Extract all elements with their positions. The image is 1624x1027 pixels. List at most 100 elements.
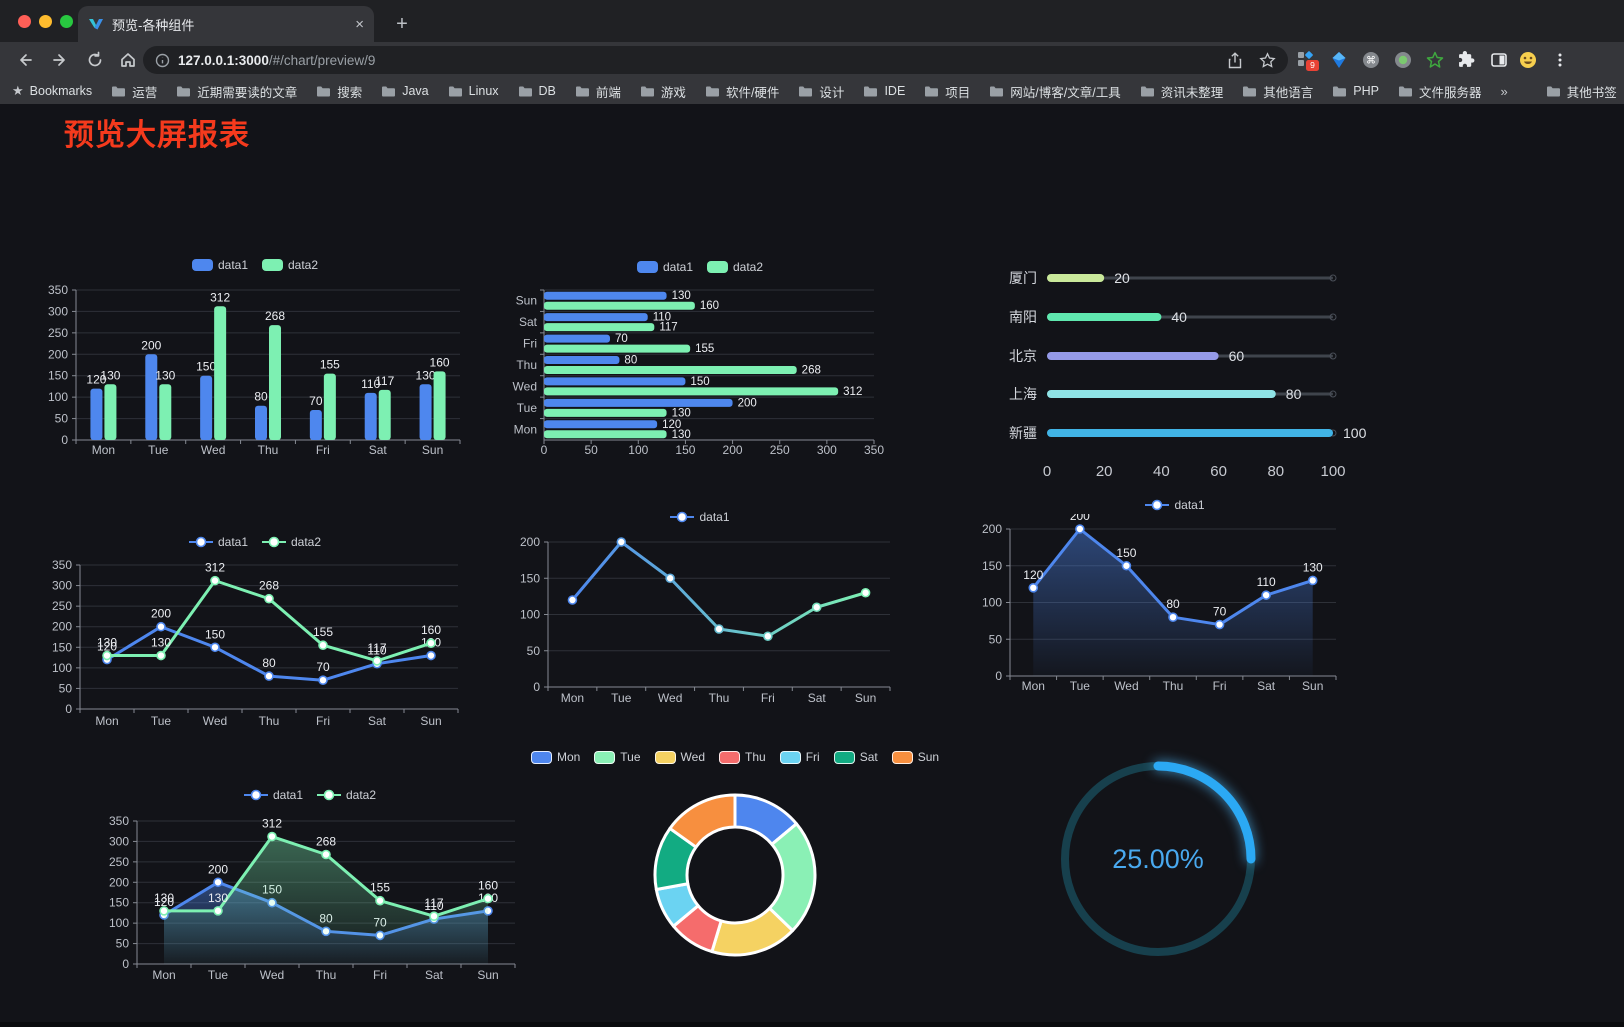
grid-extension-icon[interactable]: 9 bbox=[1297, 51, 1319, 71]
bookmark-star-icon[interactable] bbox=[1259, 51, 1276, 69]
green-star-extension-icon[interactable] bbox=[1426, 51, 1444, 69]
legend-swatch-icon bbox=[779, 750, 801, 764]
new-tab-button[interactable]: + bbox=[396, 12, 408, 35]
legend-item-data2[interactable]: data2 bbox=[707, 260, 763, 274]
legend-item-data1[interactable]: data1 bbox=[636, 260, 693, 274]
svg-text:150: 150 bbox=[109, 896, 129, 910]
svg-text:200: 200 bbox=[1070, 514, 1090, 523]
address-bar[interactable]: 127.0.0.1:3000/#/chart/preview/9 bbox=[143, 46, 1288, 74]
bookmark-item-DB[interactable]: DB bbox=[518, 84, 556, 98]
record-circle-extension-icon[interactable] bbox=[1394, 51, 1412, 69]
svg-text:Fri: Fri bbox=[523, 337, 537, 351]
minimize-window-button[interactable] bbox=[39, 15, 52, 28]
svg-text:Thu: Thu bbox=[709, 691, 730, 705]
legend-swatch-icon bbox=[833, 750, 855, 764]
svg-text:150: 150 bbox=[690, 376, 709, 388]
legend-item-Mon[interactable]: Mon bbox=[530, 750, 580, 764]
bookmark-item-游戏[interactable]: 游戏 bbox=[640, 82, 686, 101]
svg-text:70: 70 bbox=[615, 333, 628, 345]
legend-item-data1[interactable]: data1 bbox=[191, 258, 248, 272]
legend-swatch-icon bbox=[891, 750, 913, 764]
svg-text:300: 300 bbox=[48, 304, 68, 318]
legend-item-Tue[interactable]: Tue bbox=[594, 750, 641, 764]
forward-button[interactable] bbox=[43, 42, 77, 78]
svg-text:Wed: Wed bbox=[513, 379, 537, 393]
share-icon[interactable] bbox=[1227, 51, 1243, 69]
legend-label: data1 bbox=[662, 260, 693, 274]
legend-swatch-icon bbox=[191, 259, 213, 271]
legend-item-data2[interactable]: data2 bbox=[262, 258, 318, 272]
legend-item-data1[interactable]: data1 bbox=[188, 535, 248, 549]
site-info-icon[interactable] bbox=[155, 53, 170, 68]
legend-item-Wed[interactable]: Wed bbox=[654, 750, 705, 764]
legend-item-Fri[interactable]: Fri bbox=[779, 750, 820, 764]
bookmark-item-其他语言[interactable]: 其他语言 bbox=[1242, 82, 1313, 101]
svg-text:350: 350 bbox=[48, 283, 68, 297]
svg-text:268: 268 bbox=[802, 365, 821, 377]
bookmark-item-Linux[interactable]: Linux bbox=[448, 84, 499, 98]
legend-item-data1[interactable]: data1 bbox=[1145, 498, 1205, 512]
svg-text:130: 130 bbox=[97, 636, 117, 650]
line-chart-dual: data1 data2 0 50 100 150 200 250 300 350 Mon Tue Wed… bbox=[40, 529, 470, 741]
bookmark-label: 搜索 bbox=[337, 85, 363, 100]
zoom-window-button[interactable] bbox=[60, 15, 73, 28]
legend-label: data2 bbox=[291, 535, 322, 549]
bookmark-item-资讯未整理[interactable]: 资讯未整理 bbox=[1140, 82, 1224, 101]
side-panel-icon[interactable] bbox=[1490, 51, 1508, 69]
kebab-menu-icon[interactable] bbox=[1551, 51, 1569, 69]
svg-text:80: 80 bbox=[1267, 463, 1284, 480]
bookmarks-overflow-chevron[interactable]: » bbox=[1500, 83, 1508, 99]
bookmark-item-项目[interactable]: 项目 bbox=[924, 82, 970, 101]
svg-text:300: 300 bbox=[109, 834, 129, 848]
chart-canvas: 0 50 100 150 200 Mon Tue Wed Thu Fri Sat Sun bbox=[520, 535, 891, 705]
bookmark-item-PHP[interactable]: PHP bbox=[1332, 84, 1379, 98]
svg-text:50: 50 bbox=[55, 412, 69, 426]
legend-item-Thu[interactable]: Thu bbox=[719, 750, 766, 764]
page-title: 预览大屏报表 bbox=[64, 119, 250, 152]
bookmark-item-搜索[interactable]: 搜索 bbox=[316, 82, 362, 101]
svg-text:50: 50 bbox=[116, 937, 130, 951]
other-bookmarks[interactable]: 其他书签 bbox=[1546, 82, 1617, 101]
browser-tab[interactable]: 预览-各种组件 × bbox=[78, 6, 374, 42]
back-button[interactable] bbox=[8, 42, 42, 78]
svg-text:150: 150 bbox=[520, 571, 540, 585]
tab-close-icon[interactable]: × bbox=[355, 15, 364, 33]
svg-text:350: 350 bbox=[864, 443, 884, 457]
bookmark-item-运营[interactable]: 运营 bbox=[111, 82, 157, 101]
folder-icon bbox=[1333, 86, 1347, 96]
close-window-button[interactable] bbox=[18, 15, 31, 28]
bookmark-label: 资讯未整理 bbox=[1160, 85, 1224, 100]
legend-item-data2[interactable]: data2 bbox=[317, 788, 376, 802]
legend-item-Sun[interactable]: Sun bbox=[891, 750, 939, 764]
bookmark-item-bookmarks[interactable]: ★ Bookmarks bbox=[12, 83, 92, 99]
chart-legend: data1 bbox=[500, 508, 900, 526]
bookmark-item-Java[interactable]: Java bbox=[381, 84, 429, 98]
svg-text:160: 160 bbox=[421, 623, 441, 637]
svg-text:Fri: Fri bbox=[761, 691, 775, 705]
command-circle-extension-icon[interactable]: ⌘ bbox=[1362, 51, 1380, 69]
svg-text:130: 130 bbox=[1303, 560, 1323, 574]
svg-text:Mon: Mon bbox=[92, 443, 115, 457]
svg-text:0: 0 bbox=[61, 433, 68, 447]
bookmark-item-前端[interactable]: 前端 bbox=[575, 82, 621, 101]
bookmark-item-近期需要读的文章[interactable]: 近期需要读的文章 bbox=[176, 82, 297, 101]
emoji-extension-icon[interactable] bbox=[1519, 51, 1537, 69]
svg-text:130: 130 bbox=[672, 407, 691, 419]
bookmark-item-网站/博客/文章/工具[interactable]: 网站/博客/文章/工具 bbox=[989, 82, 1121, 101]
legend-item-Sat[interactable]: Sat bbox=[833, 750, 878, 764]
kite-extension-icon[interactable] bbox=[1330, 51, 1348, 69]
reload-button[interactable] bbox=[78, 42, 112, 78]
legend-item-data1[interactable]: data1 bbox=[243, 788, 303, 802]
bookmark-item-设计[interactable]: 设计 bbox=[798, 82, 844, 101]
puzzle-extensions-icon[interactable] bbox=[1458, 51, 1476, 69]
svg-text:110: 110 bbox=[1257, 575, 1276, 589]
home-button[interactable] bbox=[111, 42, 145, 78]
bookmark-item-软件/硬件[interactable]: 软件/硬件 bbox=[705, 82, 779, 101]
legend-item-data2[interactable]: data2 bbox=[262, 535, 321, 549]
bookmark-item-IDE[interactable]: IDE bbox=[863, 84, 905, 98]
bookmark-item-文件服务器[interactable]: 文件服务器 bbox=[1398, 82, 1481, 101]
legend-item-data1[interactable]: data1 bbox=[670, 510, 730, 524]
svg-text:150: 150 bbox=[1116, 546, 1136, 560]
svg-text:250: 250 bbox=[52, 599, 72, 613]
svg-text:Sat: Sat bbox=[368, 714, 387, 728]
